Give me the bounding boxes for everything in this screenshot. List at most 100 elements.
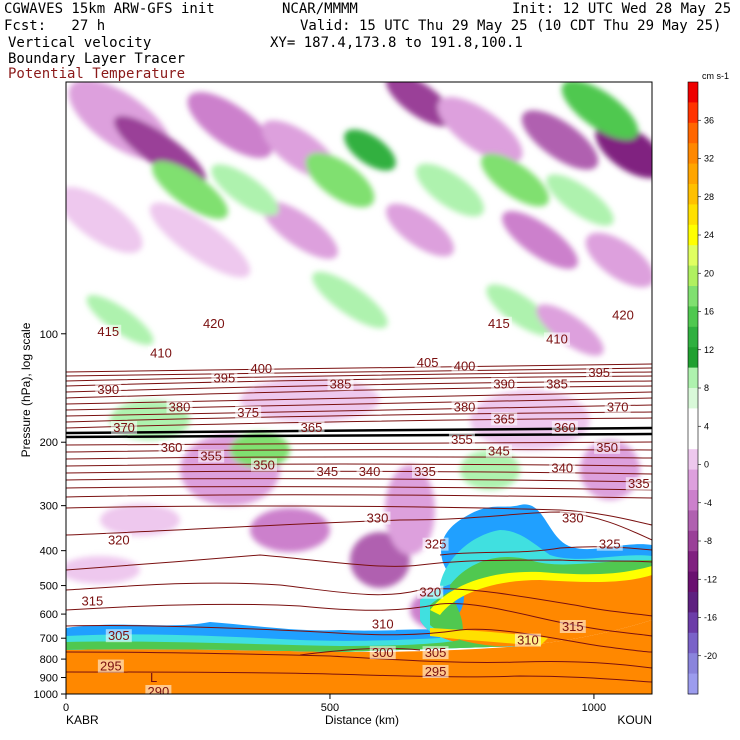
theta-label: 305 <box>108 628 130 643</box>
colorbar-swatch <box>688 449 698 471</box>
forecast-hour: Fcst: 27 h <box>4 18 106 34</box>
theta-label: 415 <box>488 316 510 331</box>
y-tick-label: 500 <box>40 581 58 593</box>
colorbar-tick-label: -20 <box>704 651 717 661</box>
theta-label-bg <box>559 619 586 633</box>
y-tick-label: 1000 <box>34 689 58 701</box>
y-tick-label: 700 <box>40 633 58 645</box>
theta-label-bg <box>625 477 652 491</box>
boundary-layer-orange <box>66 620 652 694</box>
colorbar-swatch <box>688 571 698 593</box>
colorbar-swatch <box>688 163 698 185</box>
theta-label-bg <box>327 377 354 391</box>
theta-label: 405 <box>417 355 439 370</box>
theta-label-bg <box>422 537 449 551</box>
theta-label: 375 <box>237 405 259 420</box>
theta-label-bg <box>586 365 613 379</box>
colorbar-tick-label: 4 <box>704 421 709 431</box>
theta-label-bg <box>166 400 193 414</box>
colorbar-tick-label: -12 <box>704 574 717 584</box>
colorbar-units: cm s-1 <box>702 71 729 81</box>
theta-label: 320 <box>108 533 130 548</box>
theta-label-bg <box>411 464 438 478</box>
colorbar-swatch <box>688 592 698 613</box>
colorbar-tick-label: 12 <box>704 345 714 355</box>
colorbar-tick-label: 36 <box>704 115 714 125</box>
theta-label-bg <box>250 458 277 472</box>
x-axis-title: Distance (km) <box>325 713 399 727</box>
model-title: CGWAVES 15km ARW-GFS init <box>4 1 215 17</box>
colorbar-swatch <box>688 143 698 165</box>
low-marker: L <box>150 670 157 685</box>
colorbar-tick-label: -4 <box>704 498 712 508</box>
theta-label-bg <box>551 421 578 435</box>
org-label: NCAR/MMMM <box>282 1 358 17</box>
theta-label: 355 <box>451 432 473 447</box>
colorbar-swatch <box>688 265 698 287</box>
theta-label: 310 <box>517 633 539 648</box>
theta-label: 345 <box>488 444 510 459</box>
right-station: KOUN <box>617 713 652 727</box>
colorbar-tick-label: 28 <box>704 192 714 202</box>
left-station: KABR <box>66 713 99 727</box>
colorbar-tick-label: 24 <box>704 230 714 240</box>
colorbar-swatch <box>688 224 698 246</box>
colorbar-tick-label: -8 <box>704 536 712 546</box>
colorbar-swatch <box>688 204 698 226</box>
theta-label: 315 <box>82 593 104 608</box>
theta-label: 340 <box>551 461 573 476</box>
theta-label: 385 <box>330 376 352 391</box>
theta-label: 370 <box>113 420 135 435</box>
theta-label-bg <box>549 461 576 475</box>
colorbar-swatch <box>688 653 698 675</box>
theta-label-bg <box>148 346 175 360</box>
theta-label: 315 <box>562 619 584 634</box>
x-tick-label: 1000 <box>582 702 606 714</box>
theta-label-bg <box>417 585 444 599</box>
theta-label: 335 <box>414 464 436 479</box>
y-tick-label: 200 <box>40 437 58 449</box>
colorbar-tick-label: 20 <box>704 268 714 278</box>
theta-label-bg <box>79 594 106 608</box>
plot-border <box>65 81 653 695</box>
theta-label: 395 <box>214 371 236 386</box>
colorbar-swatch <box>688 510 698 532</box>
y-axis-title: Pressure (hPa), log scale <box>19 322 33 457</box>
theta-label-bg <box>514 633 541 647</box>
theta-label-bg <box>491 377 518 391</box>
field-vertical-velocity: Vertical velocity <box>8 35 152 51</box>
theta-label-bg <box>414 355 441 369</box>
theta-label-bg <box>298 421 325 435</box>
x-tick-label: 0 <box>63 702 69 714</box>
theta-label-bg <box>485 316 512 330</box>
valid-time: Valid: 15 UTC Thu 29 May 25 (10 CDT Thu … <box>300 18 722 34</box>
field-potential-temperature: Potential Temperature <box>8 66 186 82</box>
theta-label-bg <box>145 685 172 694</box>
colorbar-swatch <box>688 551 698 573</box>
boundary-layer-green <box>66 557 652 652</box>
theta-label-bg <box>235 405 262 419</box>
colorbar-tick-label: 8 <box>704 383 709 393</box>
colorbar-swatch <box>688 326 698 348</box>
theta-label-bg <box>198 449 225 463</box>
theta-label-bg <box>95 382 122 396</box>
theta-label-bg <box>105 629 132 643</box>
theta-label: 415 <box>97 324 119 339</box>
theta-label-bg <box>451 359 478 373</box>
colorbar-swatch <box>688 632 698 654</box>
theta-label: 355 <box>200 449 222 464</box>
colorbar-swatch <box>688 306 698 328</box>
theta-label-bg <box>596 537 623 551</box>
theta-label: 295 <box>425 664 447 679</box>
colorbar-tick-label: 16 <box>704 307 714 317</box>
theta-label: 370 <box>607 399 629 414</box>
theta-label-bg <box>105 533 132 547</box>
theta-label: 300 <box>372 645 394 660</box>
theta-label-bg <box>356 464 383 478</box>
theta-label: 360 <box>161 440 183 455</box>
theta-label: 380 <box>454 399 476 414</box>
theta-label: 325 <box>425 537 447 552</box>
theta-label: 385 <box>546 376 568 391</box>
theta-label-bg <box>422 665 449 679</box>
